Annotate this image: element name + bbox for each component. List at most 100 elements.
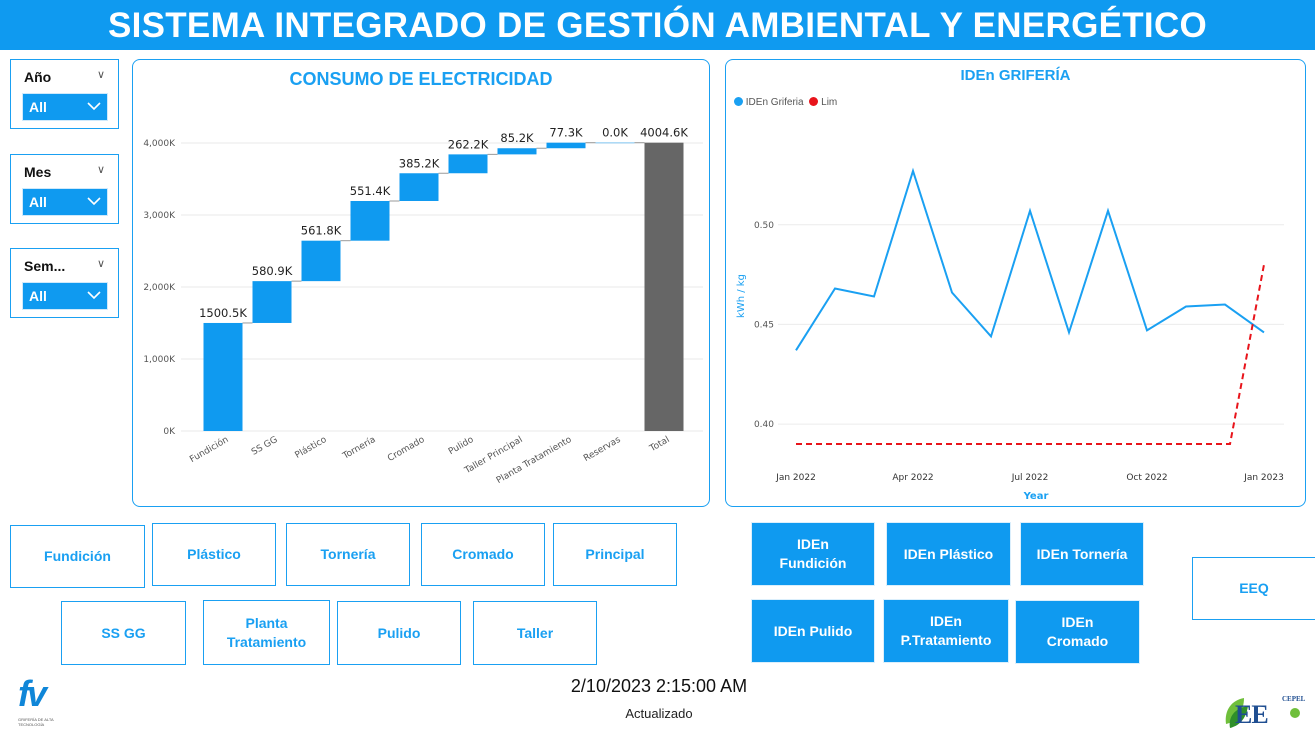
nav-button-torneria[interactable]: Tornería bbox=[286, 523, 410, 586]
iden-button-cromado[interactable]: IDEn Cromado bbox=[1015, 600, 1140, 664]
waterfall-bar bbox=[644, 142, 684, 431]
nav-button-planta-tratamiento[interactable]: Planta Tratamiento bbox=[203, 600, 330, 665]
y-tick-label: 3,000K bbox=[143, 211, 176, 221]
y-axis-label: kWh / kg bbox=[736, 274, 747, 318]
waterfall-bar bbox=[595, 142, 635, 144]
y-tick-label: 4,000K bbox=[143, 139, 176, 149]
data-label: 0.0K bbox=[602, 126, 628, 140]
month-dropdown[interactable]: All bbox=[22, 188, 108, 216]
chart-legend: IDEn Griferia Lim bbox=[734, 97, 837, 108]
chevron-down-icon[interactable]: ∨ bbox=[96, 164, 105, 176]
x-tick-label: SS GG bbox=[250, 435, 279, 458]
data-label: 580.9K bbox=[252, 264, 293, 278]
waterfall-bar bbox=[399, 173, 439, 201]
data-label: 1500.5K bbox=[199, 306, 247, 320]
waterfall-bar bbox=[301, 240, 341, 282]
chevron-down-icon bbox=[87, 102, 101, 111]
nav-button-fundicion[interactable]: Fundición bbox=[10, 525, 145, 588]
legend-label-lim: Lim bbox=[821, 97, 838, 108]
y-tick-label: 0.40 bbox=[754, 420, 774, 430]
x-axis-label: Year bbox=[1023, 491, 1049, 502]
leaf-icon bbox=[1290, 708, 1300, 718]
x-tick-label: Cromado bbox=[386, 435, 427, 464]
company-logo-mark: fv bbox=[18, 673, 47, 714]
iden-button-fundicion[interactable]: IDEn Fundición bbox=[751, 522, 875, 586]
x-tick-label: Plástico bbox=[294, 435, 329, 461]
iden-button-pulido[interactable]: IDEn Pulido bbox=[751, 599, 875, 663]
y-tick-label: 2,000K bbox=[143, 283, 176, 293]
updated-label: Actualizado bbox=[625, 706, 693, 721]
nav-button-cromado[interactable]: Cromado bbox=[421, 523, 545, 586]
partner-logo-text: CEPEL bbox=[1282, 695, 1306, 703]
data-label: 4004.6K bbox=[640, 126, 688, 140]
chevron-down-icon[interactable]: ∨ bbox=[96, 69, 105, 81]
year-dropdown-value: All bbox=[29, 99, 47, 115]
data-label: 85.2K bbox=[500, 131, 534, 145]
slicer-month-label: Mes bbox=[24, 164, 52, 180]
leaf-icon bbox=[1225, 698, 1248, 728]
waterfall-bar bbox=[252, 281, 292, 323]
semester-dropdown-value: All bbox=[29, 288, 47, 304]
partner-logo: EE CEPEL bbox=[1222, 692, 1312, 736]
x-tick-label: Jan 2022 bbox=[775, 473, 816, 483]
waterfall-chart: 0K 1,000K 2,000K 3,000K 4,000K 1500.5K Fundici… bbox=[143, 126, 703, 486]
y-tick-label: 0K bbox=[163, 427, 176, 437]
iden-button-torneria[interactable]: IDEn Tornería bbox=[1020, 522, 1144, 586]
semester-dropdown[interactable]: All bbox=[22, 282, 108, 310]
waterfall-bar bbox=[497, 148, 537, 155]
iden-button-p-tratamiento[interactable]: IDEn P.Tratamiento bbox=[883, 599, 1009, 663]
iden-button-plastico[interactable]: IDEn Plástico bbox=[886, 522, 1011, 586]
x-tick-label: Pulido bbox=[447, 435, 476, 458]
nav-button-principal[interactable]: Principal bbox=[553, 523, 677, 586]
waterfall-bar bbox=[546, 142, 586, 149]
legend-label-iden: IDEn Griferia bbox=[745, 97, 804, 108]
x-tick-label: Reservas bbox=[582, 435, 623, 464]
x-tick-label: Fundición bbox=[188, 434, 231, 465]
chevron-down-icon bbox=[87, 291, 101, 300]
data-label: 385.2K bbox=[399, 156, 440, 170]
last-updated-timestamp: 2/10/2023 2:15:00 AM bbox=[570, 676, 748, 696]
legend-marker-iden bbox=[734, 97, 743, 106]
nav-button-ss-gg[interactable]: SS GG bbox=[61, 601, 186, 665]
line-chart: 0.40 0.45 0.50 Jan 2022 Apr 2022 Jul 2022 Oct … bbox=[736, 167, 1284, 502]
slicer-month[interactable]: Mes ∨ All bbox=[10, 154, 119, 224]
x-tick-label: Total bbox=[647, 435, 671, 455]
slicer-year-label: Año bbox=[24, 69, 52, 85]
partner-logo-mark: EE bbox=[1235, 700, 1269, 729]
data-label: 262.2K bbox=[448, 137, 489, 151]
slicer-semester[interactable]: Sem... ∨ All bbox=[10, 248, 119, 318]
eeq-button[interactable]: EEQ bbox=[1192, 557, 1315, 620]
waterfall-bar bbox=[448, 154, 488, 174]
waterfall-bar bbox=[350, 200, 390, 241]
slicer-semester-label: Sem... bbox=[24, 258, 66, 274]
y-tick-label: 0.45 bbox=[754, 320, 774, 330]
nav-button-pulido[interactable]: Pulido bbox=[337, 601, 461, 665]
data-label: 561.8K bbox=[301, 224, 342, 238]
series-line-lim bbox=[796, 264, 1265, 445]
waterfall-bar bbox=[203, 322, 243, 431]
series-line-iden bbox=[795, 167, 1265, 351]
x-tick-label: Tornería bbox=[340, 435, 377, 462]
consumo-panel: CONSUMO DE ELECTRICIDAD 0K 1,000K 2,000K 3,… bbox=[132, 59, 710, 507]
x-tick-label: Jan 2023 bbox=[1243, 473, 1284, 483]
data-label: 551.4K bbox=[350, 184, 391, 198]
griferia-title: IDEn GRIFERÍA bbox=[960, 67, 1071, 84]
nav-button-plastico[interactable]: Plástico bbox=[152, 523, 276, 586]
page-title: SISTEMA INTEGRADO DE GESTIÓN AMBIENTAL Y… bbox=[0, 0, 1315, 50]
y-tick-label: 1,000K bbox=[143, 355, 176, 365]
chevron-down-icon[interactable]: ∨ bbox=[96, 258, 105, 270]
x-tick-label: Apr 2022 bbox=[892, 473, 933, 483]
consumo-title: CONSUMO DE ELECTRICIDAD bbox=[289, 69, 553, 89]
chevron-down-icon bbox=[87, 197, 101, 206]
company-logo: fv GRIFERÍA DE ALTA TECNOLOGÍA bbox=[18, 673, 62, 731]
company-logo-tagline: GRIFERÍA DE ALTA TECNOLOGÍA bbox=[18, 717, 54, 727]
data-label: 77.3K bbox=[549, 126, 583, 140]
nav-button-taller[interactable]: Taller bbox=[473, 601, 597, 665]
x-tick-label: Jul 2022 bbox=[1011, 473, 1049, 483]
year-dropdown[interactable]: All bbox=[22, 93, 108, 121]
legend-marker-lim bbox=[809, 97, 819, 106]
x-tick-label: Oct 2022 bbox=[1126, 473, 1167, 483]
slicer-year[interactable]: Año ∨ All bbox=[10, 59, 119, 129]
month-dropdown-value: All bbox=[29, 194, 47, 210]
y-tick-label: 0.50 bbox=[754, 221, 774, 231]
